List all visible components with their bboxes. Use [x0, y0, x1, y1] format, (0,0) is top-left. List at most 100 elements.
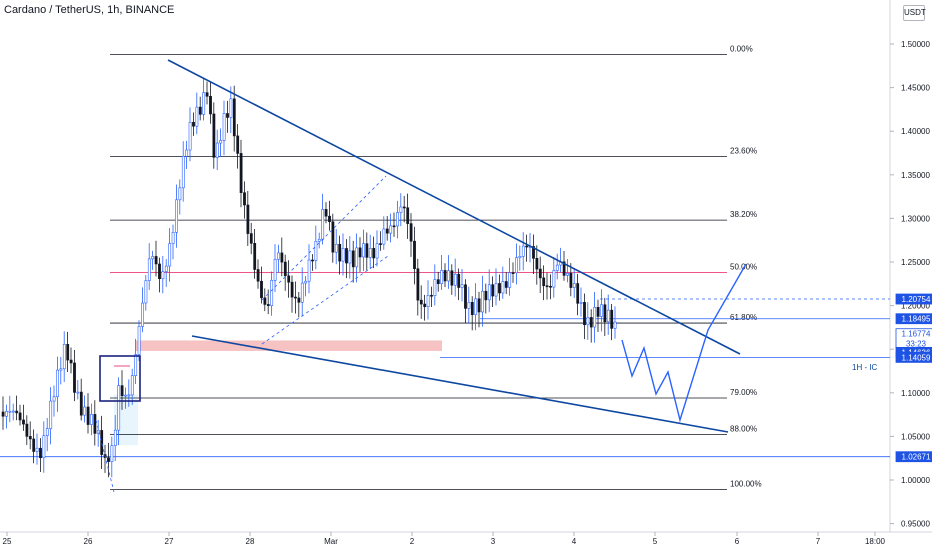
candle-body: [419, 299, 423, 305]
x-tick-label: 2: [410, 537, 415, 546]
x-tick-label: 5: [653, 537, 658, 546]
x-tick-label: 4: [572, 537, 577, 546]
candle-body: [406, 207, 410, 224]
candle-body: [287, 275, 291, 283]
candle-body: [304, 280, 308, 284]
candle-body: [447, 270, 450, 282]
candle-body: [76, 391, 80, 394]
dashed-channel-line: [261, 175, 387, 301]
candle-body: [603, 304, 607, 323]
candle-body: [416, 268, 420, 301]
candle-body: [260, 280, 263, 299]
y-tick-label: 1.50000: [901, 40, 930, 49]
fib-level-label: 61.80%: [730, 313, 757, 322]
candle-body: [358, 247, 362, 258]
fib-level-label: 100.00%: [730, 480, 762, 489]
candle-body: [62, 344, 66, 370]
candle-body: [613, 321, 617, 329]
candle-body: [481, 290, 484, 313]
candle-body: [379, 243, 382, 245]
candle-body: [593, 307, 597, 328]
y-tick-label: 1.30000: [901, 214, 930, 223]
candle-body: [382, 228, 386, 245]
candle-body: [209, 95, 212, 115]
candle-body: [124, 394, 127, 397]
candle-body: [161, 271, 165, 280]
price-label: 1.18495: [902, 315, 931, 324]
candle-body: [470, 302, 474, 315]
price-label: 1.02671: [902, 453, 931, 462]
candle-body: [59, 368, 63, 371]
fib-level-label: 38.20%: [730, 210, 757, 219]
candle-body: [164, 265, 168, 272]
candle-body: [144, 280, 148, 304]
candle-body: [154, 256, 158, 265]
candle-body: [402, 206, 406, 209]
candle-body: [321, 209, 325, 240]
candle-body: [171, 232, 175, 244]
candle-body: [596, 307, 600, 317]
y-tick-label: 1.05000: [901, 432, 930, 441]
candle-body: [120, 385, 124, 397]
candle-body: [538, 268, 542, 279]
candle-body: [147, 258, 151, 281]
candle-body: [311, 259, 314, 262]
candle-body: [93, 414, 97, 434]
candle-body: [433, 279, 437, 296]
support-zone: [136, 340, 442, 351]
candle-body: [39, 447, 42, 459]
candle-body: [477, 298, 481, 313]
candle-body: [300, 282, 304, 303]
y-tick-label: 1.45000: [901, 84, 930, 93]
price-label: 1.14059: [902, 353, 931, 362]
candle-body: [562, 261, 566, 276]
price-label-box: [895, 451, 932, 463]
candle-body: [107, 457, 110, 462]
candle-body: [35, 447, 39, 452]
candle-body: [338, 243, 342, 262]
candle-body: [583, 302, 586, 326]
candle-body: [192, 121, 195, 127]
y-tick-label: 1.10000: [901, 389, 930, 398]
candle-body: [202, 92, 206, 115]
candle-body: [566, 272, 569, 276]
candle-body: [487, 284, 491, 301]
candle-body: [117, 385, 121, 431]
candle-body: [600, 304, 603, 317]
candle-body: [341, 248, 345, 262]
candle-body: [484, 290, 488, 301]
candle-body: [368, 248, 372, 258]
candle-body: [423, 303, 427, 308]
candle-body: [399, 206, 403, 213]
candle-body: [576, 283, 580, 304]
candle-body: [413, 240, 416, 269]
candle-body: [515, 257, 518, 274]
candle-body: [188, 121, 192, 151]
candle-body: [521, 245, 525, 257]
candle-body: [219, 140, 223, 144]
candle-body: [66, 344, 70, 361]
candle-body: [226, 113, 229, 118]
candle-body: [168, 243, 172, 267]
candle-body: [324, 209, 328, 217]
candle-body: [545, 285, 549, 288]
candle-body: [222, 113, 226, 141]
candle-body: [491, 284, 495, 297]
candle-body: [532, 246, 535, 259]
fib-level-label: 23.60%: [730, 146, 757, 155]
dashed-channel-line: [95, 419, 115, 493]
candle-body: [351, 250, 355, 268]
price-label-box: [895, 293, 932, 305]
candle-body: [73, 362, 76, 393]
currency-badge[interactable]: USDT: [903, 5, 926, 21]
candle-body: [178, 187, 182, 201]
candle-body: [28, 436, 32, 440]
price-label: 1.20754: [902, 295, 931, 304]
candle-body: [504, 281, 508, 288]
y-tick-label: 1.00000: [901, 476, 930, 485]
candle-body: [290, 281, 294, 298]
candle-body: [457, 273, 461, 288]
candle-body: [79, 391, 83, 416]
candle-body: [113, 429, 117, 446]
